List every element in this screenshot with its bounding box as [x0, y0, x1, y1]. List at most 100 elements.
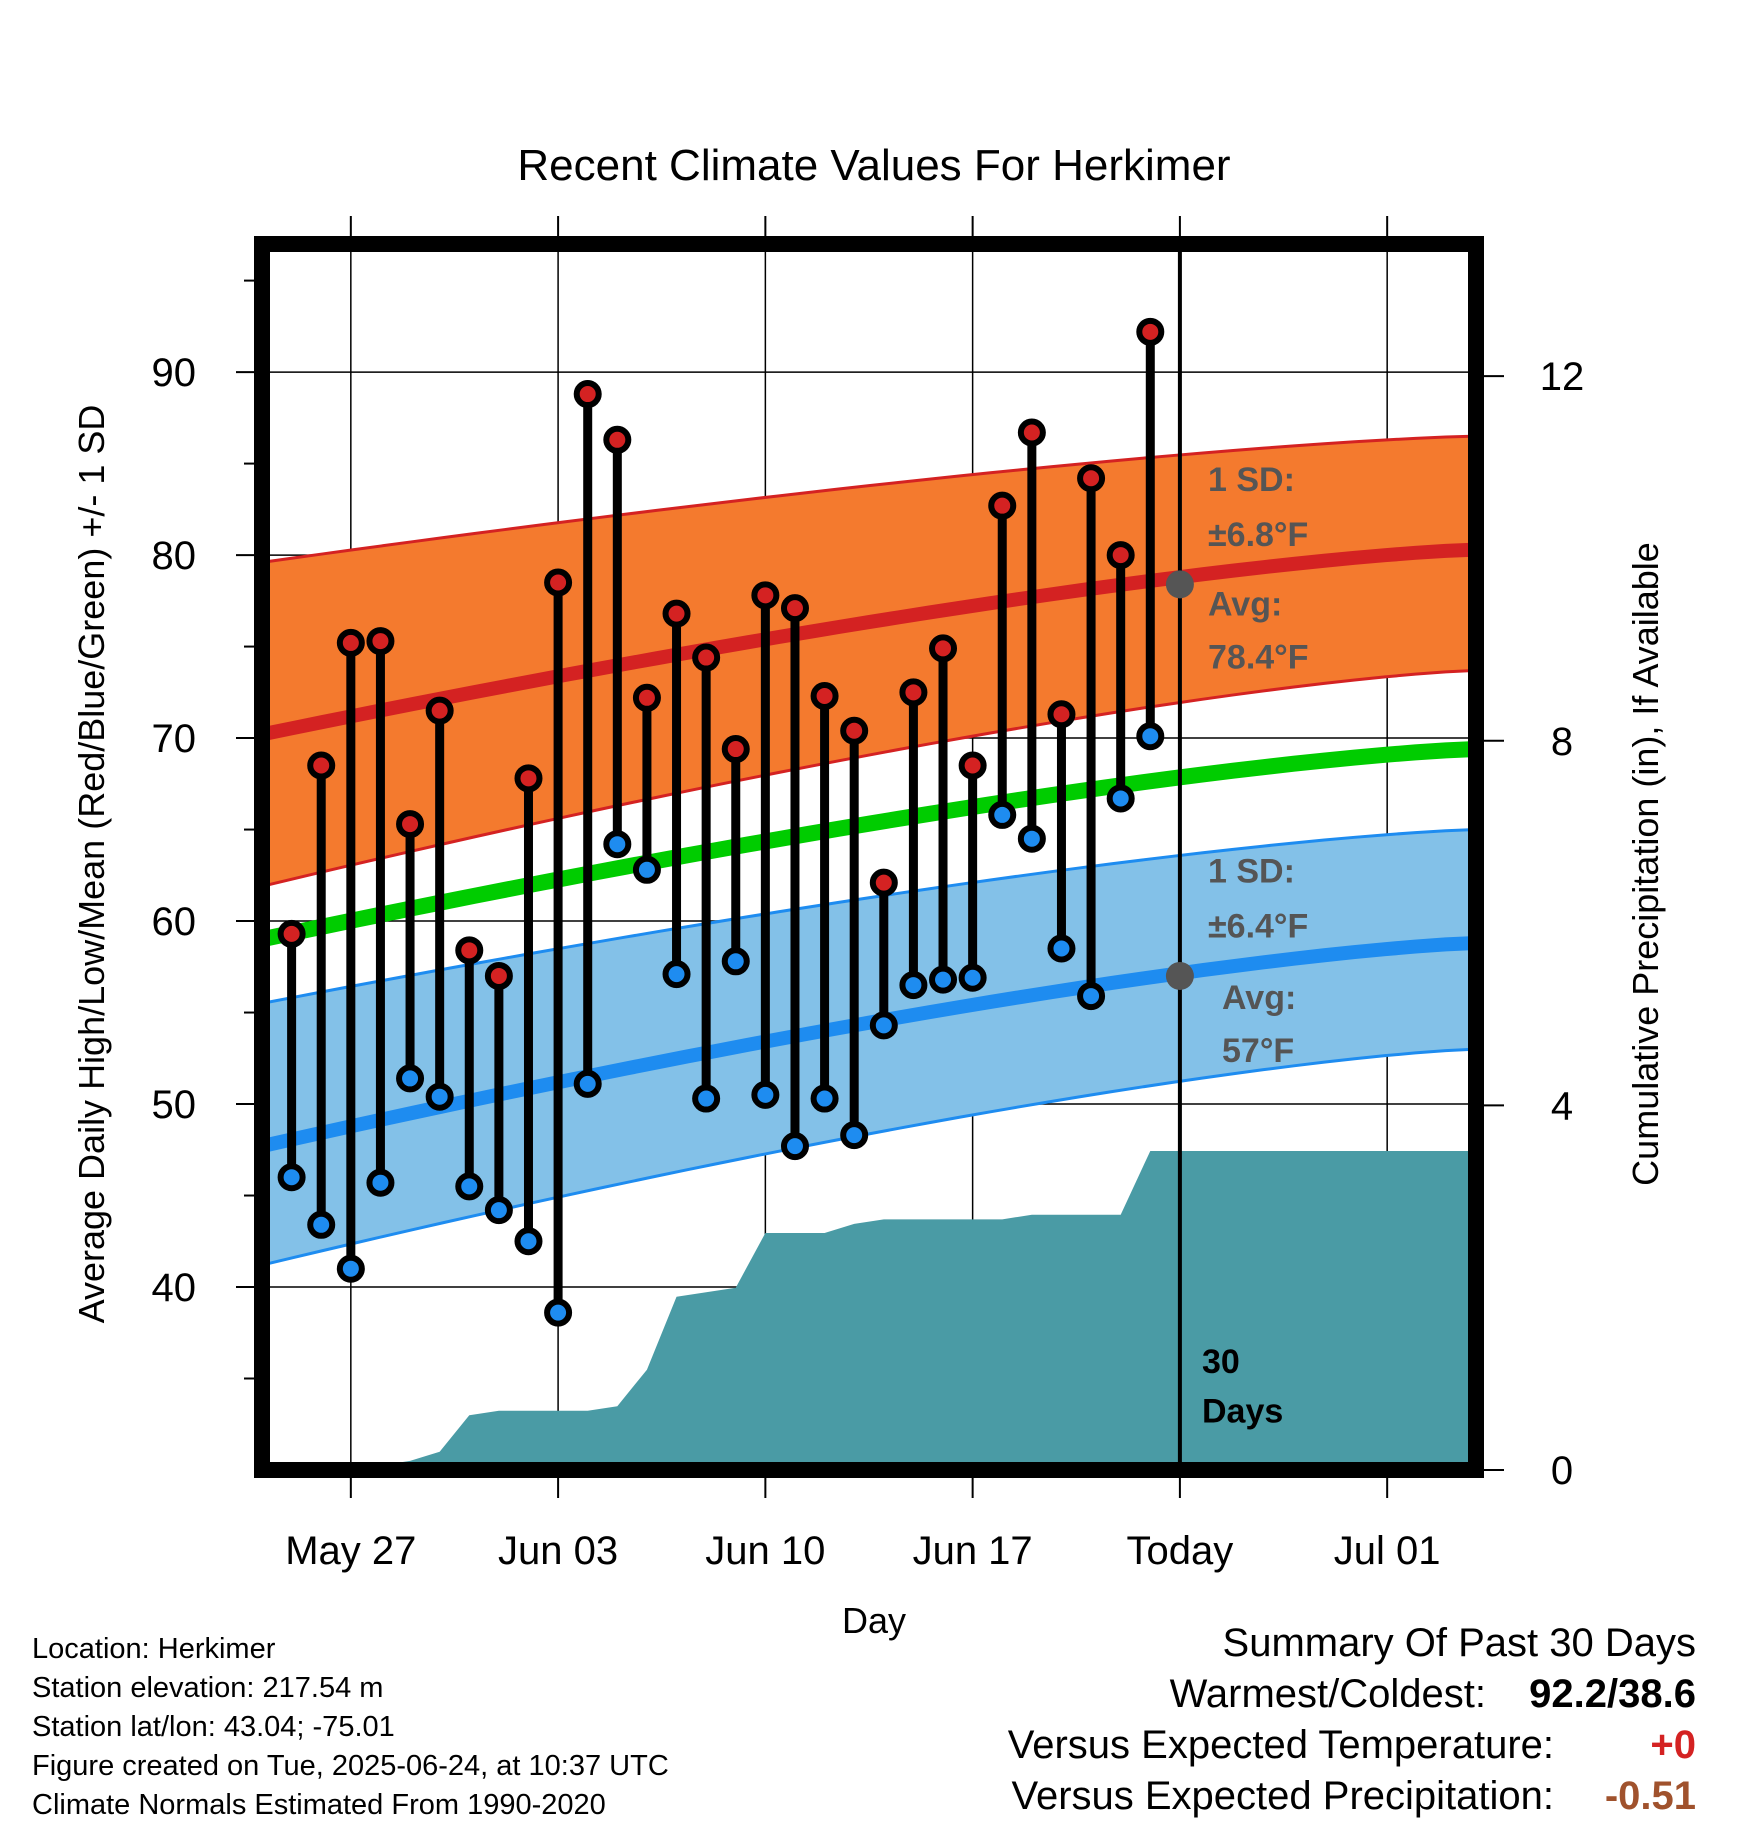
- daily-high-point: [1047, 700, 1076, 729]
- daily-low-point: [1106, 784, 1135, 813]
- y-tick-label: 90: [152, 351, 197, 395]
- x-tick-label: Jun 10: [705, 1529, 825, 1573]
- daily-low-point: [721, 947, 750, 976]
- y-tick-label: 40: [152, 1266, 197, 1310]
- daily-high-point: [780, 594, 809, 623]
- summary-panel: Summary Of Past 30 Days Warmest/Coldest:…: [1008, 1618, 1696, 1822]
- daily-high-point: [899, 678, 928, 707]
- daily-high-point: [958, 751, 987, 780]
- daily-low-point: [780, 1132, 809, 1161]
- daily-high-point: [1136, 317, 1165, 346]
- low-sd-band: [262, 829, 1476, 1266]
- daily-low-point: [425, 1082, 454, 1111]
- daily-high-point: [277, 919, 306, 948]
- x-tick-label: Today: [1127, 1529, 1234, 1573]
- temperature-value: +0: [1650, 1723, 1696, 1767]
- daily-high-point: [514, 764, 543, 793]
- daily-low-point: [869, 1011, 898, 1040]
- x-tick-label: Jun 17: [913, 1529, 1033, 1573]
- daily-low-point: [544, 1298, 573, 1327]
- high-avg-marker: [1165, 570, 1194, 599]
- summary-title: Summary Of Past 30 Days: [1222, 1621, 1696, 1665]
- low-sd-band-lower-edge: [261, 1047, 1477, 1267]
- precipitation-area: [262, 1150, 1476, 1470]
- daily-low-point: [810, 1084, 839, 1113]
- daily-low-point: [632, 855, 661, 884]
- daily-low-point: [1136, 722, 1165, 751]
- daily-high-point: [573, 380, 602, 409]
- daily-high-point: [307, 751, 336, 780]
- high-avg-line: [260, 542, 1477, 742]
- daily-low-point: [899, 971, 928, 1000]
- daily-low-point: [366, 1168, 395, 1197]
- daily-high-point: [425, 696, 454, 725]
- daily-high-point: [366, 627, 395, 656]
- plot-area: 1 SD: ±6.8°F Avg: 78.4°F 1 SD: ±6.4°F Avg: 57°F…: [152, 216, 1585, 1573]
- daily-low-point: [929, 965, 958, 994]
- daily-low-point: [336, 1254, 365, 1283]
- daily-low-point: [307, 1210, 336, 1239]
- daily-low-point: [958, 963, 987, 992]
- daily-high-point: [988, 491, 1017, 520]
- plot-frame: [254, 236, 1484, 1478]
- daily-high-point: [544, 568, 573, 597]
- window-days-number: 30: [1202, 1343, 1240, 1381]
- y-tick-label: 50: [152, 1083, 197, 1127]
- daily-high-point: [603, 425, 632, 454]
- daily-low-point: [1017, 824, 1046, 853]
- daily-high-point: [840, 716, 869, 745]
- station-elevation: Station elevation: 217.54 m: [32, 1672, 384, 1704]
- y-tick-label: 80: [152, 534, 197, 578]
- daily-high-point: [632, 683, 661, 712]
- precipitation-value: -0.51: [1604, 1774, 1696, 1818]
- daily-low-point: [484, 1196, 513, 1225]
- y2-tick-label: 4: [1551, 1084, 1573, 1128]
- low-avg-label: Avg:: [1222, 979, 1296, 1017]
- daily-low-point: [1047, 934, 1076, 963]
- y2-axis-label: Cumulative Precipitation (in), If Availa…: [1625, 542, 1666, 1186]
- y2-tick-label: 12: [1540, 355, 1585, 399]
- summary-precipitation: Versus Expected Precipitation: -0.51: [1008, 1771, 1696, 1822]
- daily-low-point: [751, 1080, 780, 1109]
- daily-high-point: [810, 681, 839, 710]
- low-avg-value: 57°F: [1222, 1032, 1294, 1070]
- y-tick-label: 70: [152, 717, 197, 761]
- daily-low-point: [692, 1084, 721, 1113]
- daily-low-point: [573, 1069, 602, 1098]
- daily-low-point: [455, 1172, 484, 1201]
- low-sd-label: 1 SD:: [1208, 853, 1295, 891]
- daily-high-point: [484, 961, 513, 990]
- chart-title: Recent Climate Values For Herkimer: [517, 141, 1230, 190]
- daily-low-point: [1077, 982, 1106, 1011]
- daily-low-point: [396, 1064, 425, 1093]
- daily-low-point: [988, 800, 1017, 829]
- daily-low-point: [277, 1163, 306, 1192]
- low-avg-line: [260, 936, 1477, 1153]
- low-sd-band-upper-edge: [261, 828, 1477, 1005]
- high-avg-value: 78.4°F: [1208, 639, 1309, 677]
- high-sd-band-upper-edge: [261, 434, 1477, 564]
- daily-low-point: [603, 830, 632, 859]
- daily-high-point: [751, 581, 780, 610]
- daily-high-point: [1077, 464, 1106, 493]
- mean-avg-line: [260, 741, 1477, 948]
- station-latlon: Station lat/lon: 43.04; -75.01: [32, 1711, 395, 1743]
- high-sd-band: [262, 436, 1476, 887]
- temperature-label: Versus Expected Temperature:: [1007, 1723, 1554, 1767]
- daily-high-point: [662, 599, 691, 628]
- x-axis-label: Day: [842, 1600, 906, 1641]
- station-info: Location: Herkimer Station elevation: 21…: [32, 1630, 669, 1825]
- daily-high-point: [721, 735, 750, 764]
- station-location: Location: Herkimer: [32, 1633, 276, 1665]
- warmest-coldest-value: 92.2/38.6: [1529, 1672, 1696, 1716]
- daily-low-point: [662, 960, 691, 989]
- x-tick-label: Jun 03: [498, 1529, 618, 1573]
- daily-high-point: [1017, 418, 1046, 447]
- daily-high-point: [396, 810, 425, 839]
- figure-created: Figure created on Tue, 2025-06-24, at 10…: [32, 1750, 669, 1782]
- daily-high-point: [455, 936, 484, 965]
- daily-high-point: [692, 643, 721, 672]
- summary-temperature: Versus Expected Temperature: +0: [1008, 1720, 1696, 1771]
- warmest-coldest-label: Warmest/Coldest:: [1169, 1672, 1486, 1716]
